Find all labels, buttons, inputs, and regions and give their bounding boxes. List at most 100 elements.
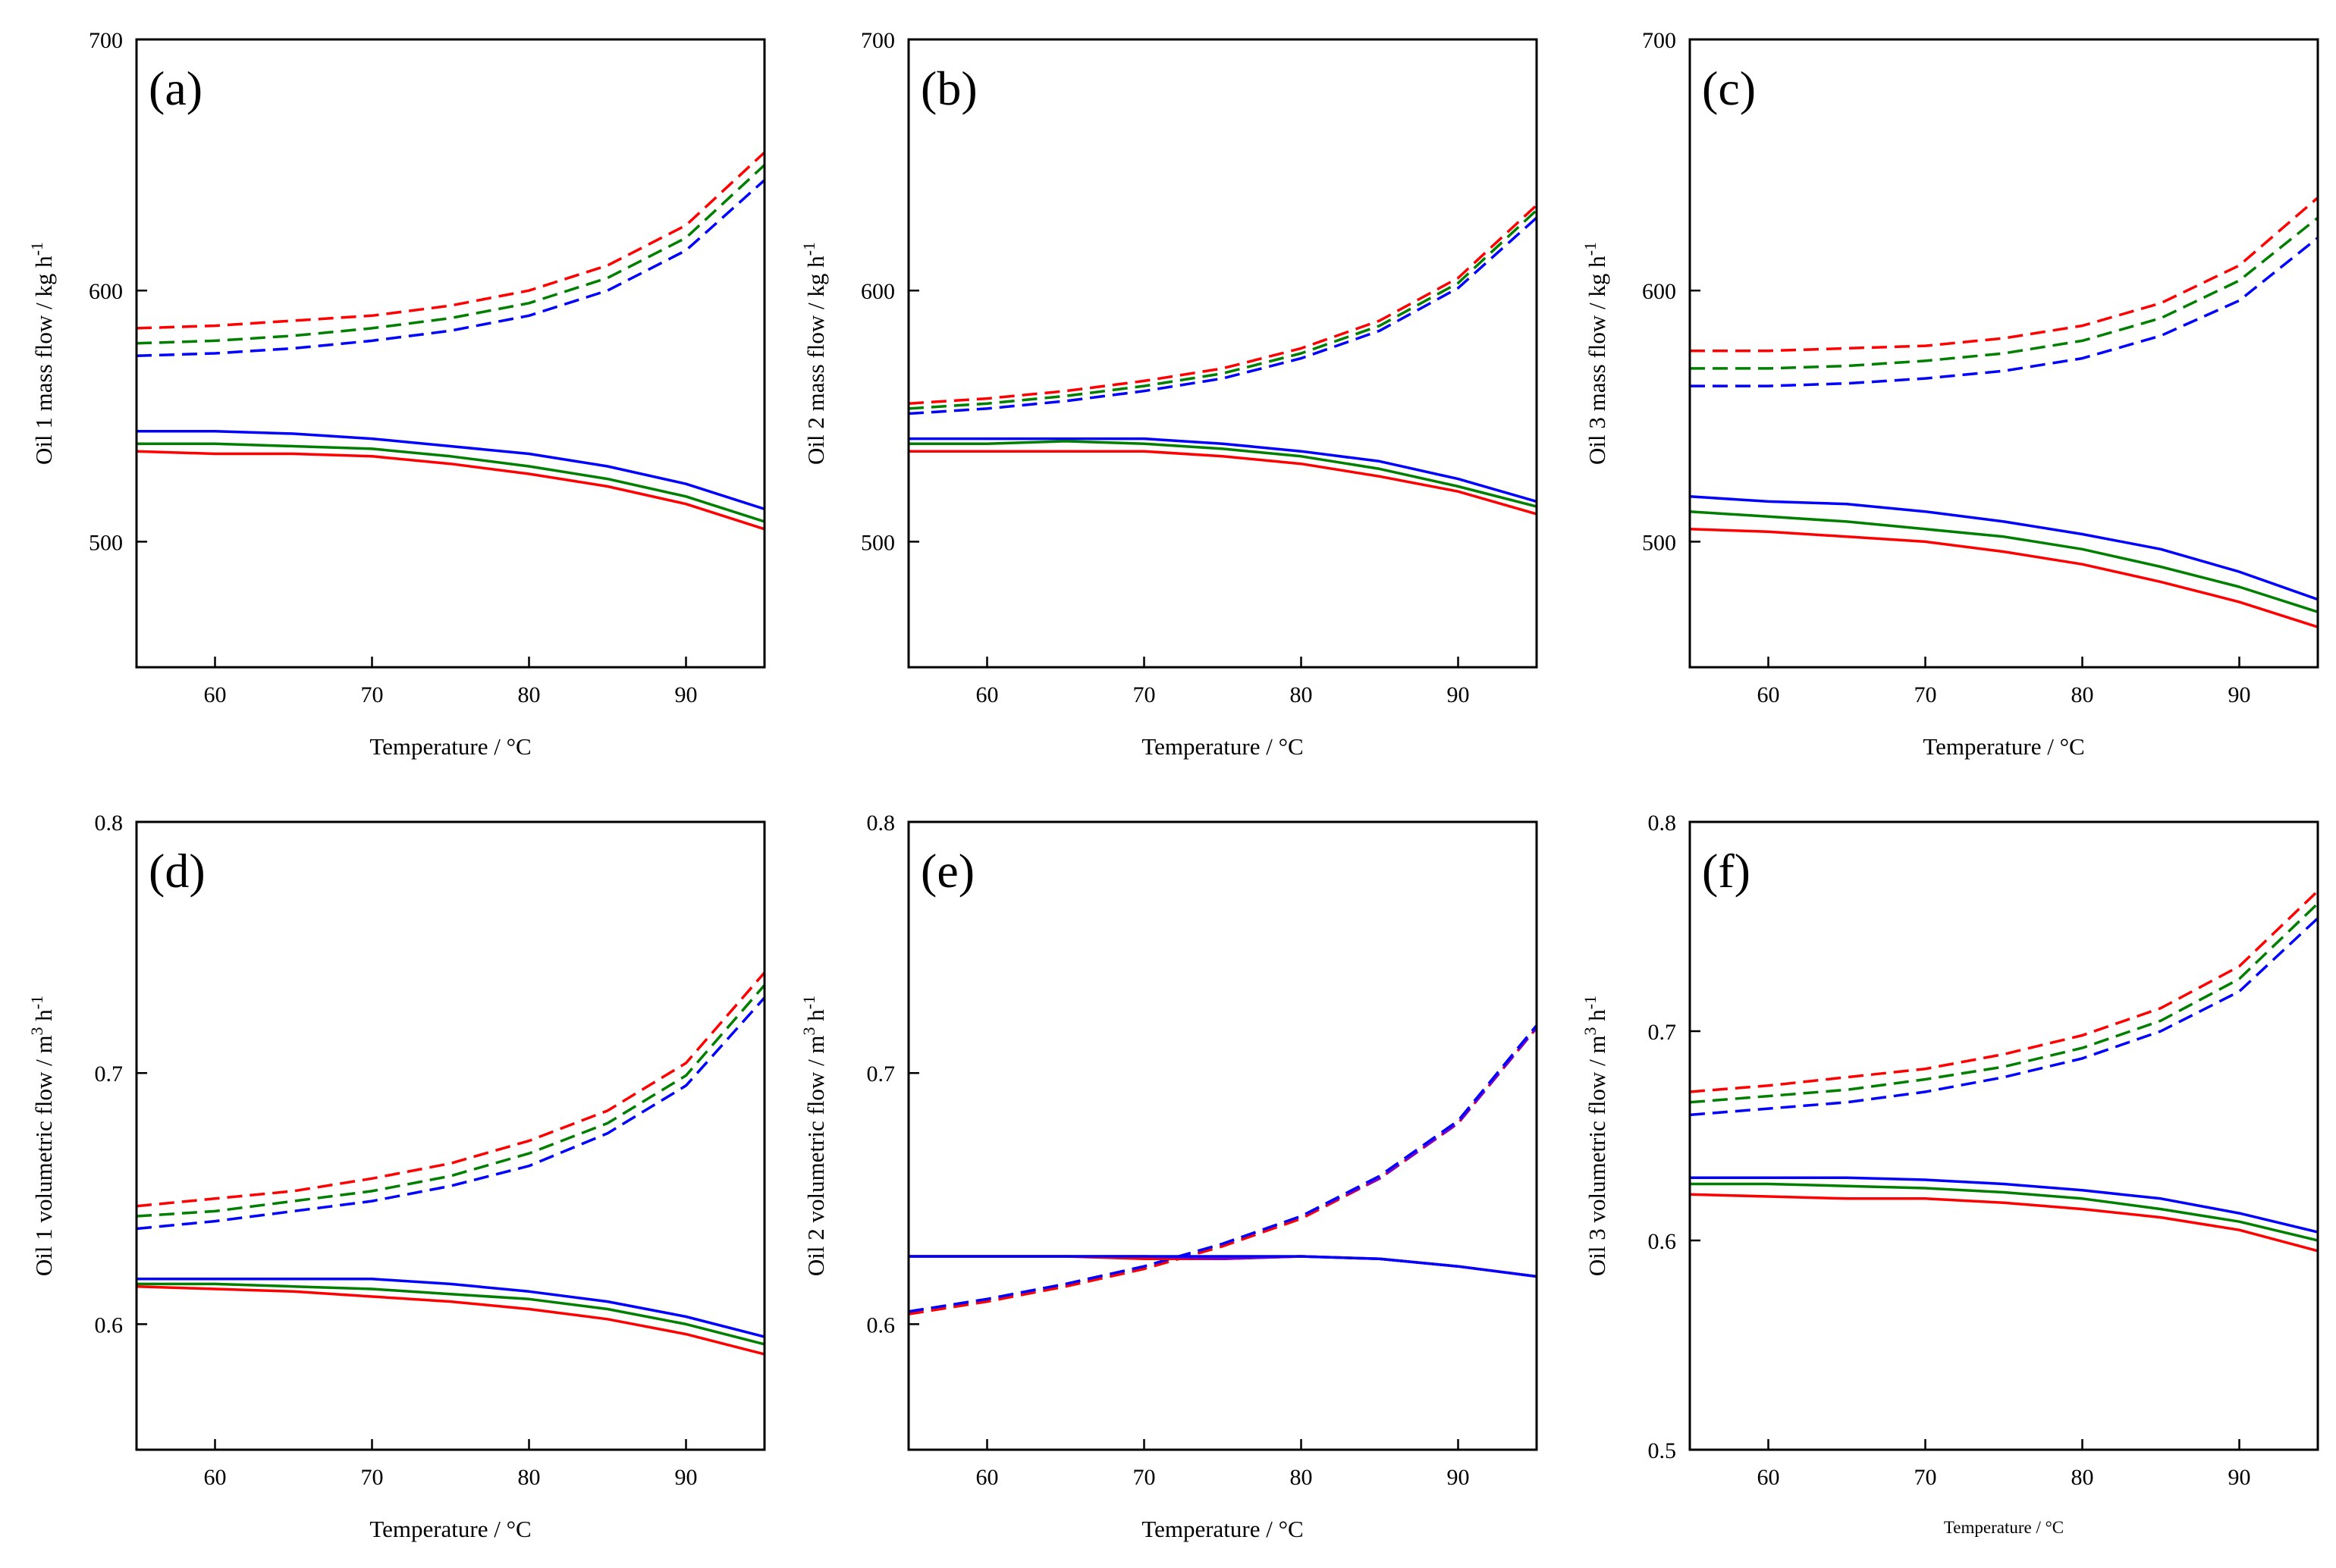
series-line-blue-dashed bbox=[137, 998, 765, 1229]
y-tick-label: 700 bbox=[861, 28, 895, 53]
x-tick-label: 90 bbox=[1447, 682, 1470, 707]
y-axis-title: Oil 1 mass flow / kg h-1 bbox=[27, 242, 57, 465]
series-line-green-solid bbox=[1690, 1184, 2318, 1241]
y-tick-label: 0.6 bbox=[1648, 1229, 1677, 1254]
y-tick-label: 0.7 bbox=[95, 1062, 124, 1087]
series-line-green-dashed bbox=[137, 985, 765, 1216]
y-tick-label: 600 bbox=[861, 279, 895, 304]
series-line-blue-dashed bbox=[1690, 918, 2318, 1115]
x-axis-title: Temperature / °C bbox=[369, 1516, 531, 1542]
x-axis-title: Temperature / °C bbox=[1944, 1518, 2064, 1537]
y-tick-label: 0.8 bbox=[1648, 811, 1677, 836]
series-line-blue-solid bbox=[137, 1279, 765, 1337]
series-line-red-dashed bbox=[1690, 891, 2318, 1092]
plot-frame bbox=[1690, 822, 2318, 1450]
series-group bbox=[909, 1025, 1537, 1314]
series-line-red-solid bbox=[1690, 1194, 2318, 1251]
series-group bbox=[137, 973, 765, 1354]
series-group bbox=[1690, 198, 2318, 627]
series-line-red-dashed bbox=[137, 152, 765, 328]
x-axis-title: Temperature / °C bbox=[369, 733, 531, 760]
y-tick-label: 600 bbox=[1642, 279, 1676, 304]
x-tick-label: 60 bbox=[1757, 1465, 1780, 1490]
plot-frame bbox=[1690, 39, 2318, 667]
series-line-blue-solid bbox=[137, 431, 765, 510]
chart-panel-5: 60 70 80 90 0.5 0.6 0.7 0.8 (f) Temperature / °C O… bbox=[1581, 811, 2318, 1537]
x-tick-label: 80 bbox=[1290, 682, 1313, 707]
series-group bbox=[137, 152, 765, 529]
x-axis-title: Temperature / °C bbox=[1923, 733, 2084, 760]
x-axis-title: Temperature / °C bbox=[1141, 1516, 1303, 1542]
chart-panel-0: 60 70 80 90500600700(a)Temperature / °COil … bbox=[27, 28, 765, 760]
y-tick-label: 500 bbox=[861, 530, 895, 555]
panel-label: (d) bbox=[149, 844, 206, 898]
chart-panel-2: 60 70 80 90 500 600 700 (c) Temperature / °C Oil … bbox=[1581, 28, 2318, 760]
series-line-green-dashed bbox=[1690, 218, 2318, 368]
x-tick-label: 90 bbox=[2228, 1465, 2251, 1490]
series-group bbox=[909, 205, 1537, 514]
x-tick-label: 60 bbox=[1757, 682, 1780, 707]
series-line-green-dashed bbox=[137, 165, 765, 343]
x-tick-label: 90 bbox=[1447, 1465, 1470, 1490]
y-axis-title: Oil 2 mass flow / kg h-1 bbox=[799, 242, 829, 465]
series-line-purple-dashed bbox=[909, 1028, 1537, 1312]
x-tick-label: 70 bbox=[361, 682, 384, 707]
x-tick-label: 70 bbox=[1914, 682, 1937, 707]
series-line-blue-dashed bbox=[1690, 238, 2318, 387]
series-line-blue-dashed bbox=[909, 1025, 1537, 1312]
x-axis-title: Temperature / °C bbox=[1141, 733, 1303, 760]
x-tick-label: 80 bbox=[518, 1465, 541, 1490]
series-line-purple-solid bbox=[909, 1256, 1537, 1277]
y-tick-label: 0.8 bbox=[95, 811, 124, 836]
x-tick-label: 90 bbox=[675, 682, 698, 707]
series-line-green-dashed bbox=[1690, 904, 2318, 1102]
chart-panel-4: 60 70 80 90 0.6 0.7 0.8 (e) Temperature / °C Oil … bbox=[799, 811, 1537, 1542]
x-tick-label: 60 bbox=[204, 1465, 227, 1490]
series-line-blue-solid bbox=[1690, 1178, 2318, 1232]
y-tick-label: 600 bbox=[89, 279, 123, 304]
panel-label: (b) bbox=[921, 61, 978, 115]
x-tick-label: 80 bbox=[1290, 1465, 1313, 1490]
x-tick-label: 70 bbox=[361, 1465, 384, 1490]
series-line-blue-dashed bbox=[137, 180, 765, 356]
x-tick-label: 90 bbox=[675, 1465, 698, 1490]
y-tick-label: 0.7 bbox=[1648, 1020, 1677, 1045]
series-line-red-solid bbox=[1690, 529, 2318, 627]
series-group bbox=[1690, 891, 2318, 1251]
x-tick-label: 70 bbox=[1133, 682, 1156, 707]
figure: 60 70 80 90500600700(a)Temperature / °COil … bbox=[0, 0, 2336, 1568]
x-tick-label: 80 bbox=[2071, 682, 2094, 707]
series-line-red-dashed bbox=[1690, 198, 2318, 351]
panel-label: (e) bbox=[921, 844, 975, 898]
x-tick-label: 60 bbox=[976, 1465, 999, 1490]
y-tick-label: 500 bbox=[1642, 530, 1676, 555]
x-tick-label: 70 bbox=[1133, 1465, 1156, 1490]
series-line-red-dashed bbox=[137, 973, 765, 1206]
panel-label: (c) bbox=[1702, 61, 1756, 115]
plot-frame bbox=[137, 822, 765, 1450]
x-tick-label: 80 bbox=[518, 682, 541, 707]
chart-panel-3: 60 70 80 90 0.6 0.7 0.8 (d) Temperature / °C Oil … bbox=[27, 811, 765, 1542]
series-line-green-dashed bbox=[909, 210, 1537, 409]
x-tick-label: 70 bbox=[1914, 1465, 1937, 1490]
y-tick-label: 700 bbox=[1642, 28, 1676, 53]
y-axis-title: Oil 2 volumetric flow / m3 h-1 bbox=[799, 996, 829, 1276]
x-tick-label: 60 bbox=[204, 682, 227, 707]
series-line-red-dashed bbox=[909, 1028, 1537, 1315]
y-tick-label: 0.6 bbox=[867, 1312, 896, 1338]
y-tick-label: 0.5 bbox=[1648, 1438, 1677, 1463]
y-tick-label: 0.7 bbox=[867, 1062, 896, 1087]
x-tick-label: 90 bbox=[2228, 682, 2251, 707]
plot-frame bbox=[909, 39, 1537, 667]
y-tick-label: 0.6 bbox=[95, 1312, 124, 1338]
y-tick-label: 0.8 bbox=[867, 811, 896, 836]
series-line-red-dashed bbox=[909, 205, 1537, 404]
y-tick-label: 500 bbox=[89, 530, 123, 555]
series-line-red-solid bbox=[137, 451, 765, 529]
y-axis-title: Oil 3 mass flow / kg h-1 bbox=[1581, 242, 1610, 465]
chart-panel-1: 60 70 80 90 500 600 700 (b) Temperature / °C Oil … bbox=[799, 28, 1537, 760]
x-tick-label: 80 bbox=[2071, 1465, 2094, 1490]
series-line-blue-dashed bbox=[909, 218, 1537, 413]
panel-label: (f) bbox=[1702, 844, 1750, 898]
y-axis-title: Oil 1 volumetric flow / m3 h-1 bbox=[27, 996, 57, 1276]
